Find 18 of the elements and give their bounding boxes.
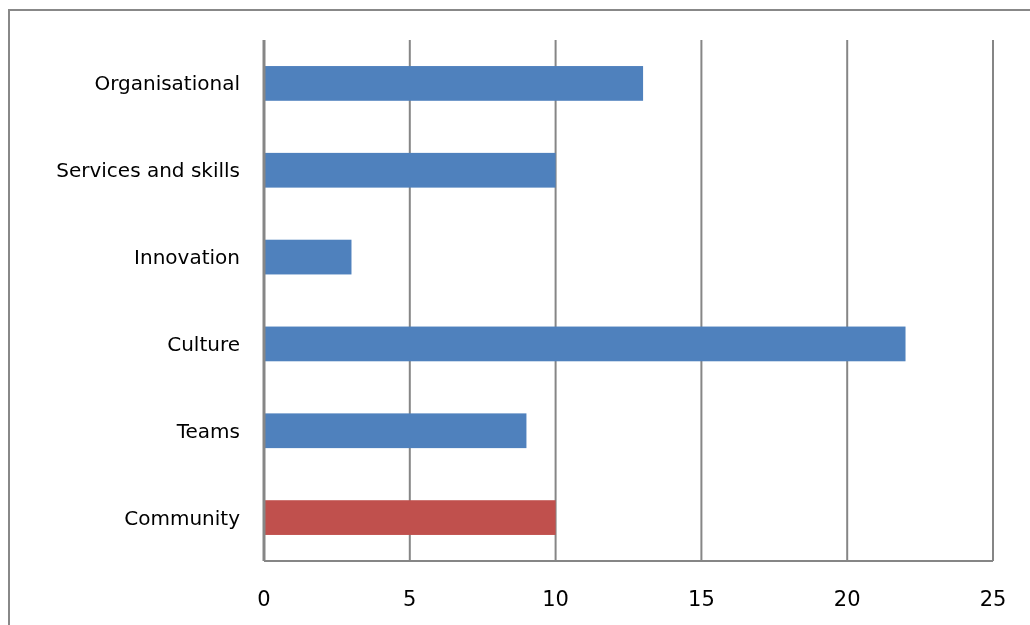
y-tick-label: Teams [175,418,240,443]
x-tick-label: 10 [542,587,569,611]
bar [264,66,644,101]
bar [264,152,556,188]
y-tick-label: Innovation [134,245,240,270]
y-tick-label: Culture [167,331,240,356]
bar [264,239,352,275]
bar [264,500,556,535]
x-tick-label: 0 [257,587,271,611]
bar [264,326,906,362]
x-tick-label: 25 [979,587,1007,611]
x-tick-label: 15 [688,587,715,611]
bar [264,413,527,449]
y-tick-label: Community [124,505,241,530]
x-tick-label: 20 [833,587,861,611]
y-tick-label: Organisational [94,71,240,96]
y-tick-label: Services and skills [56,158,240,183]
x-tick-label: 5 [403,587,417,611]
